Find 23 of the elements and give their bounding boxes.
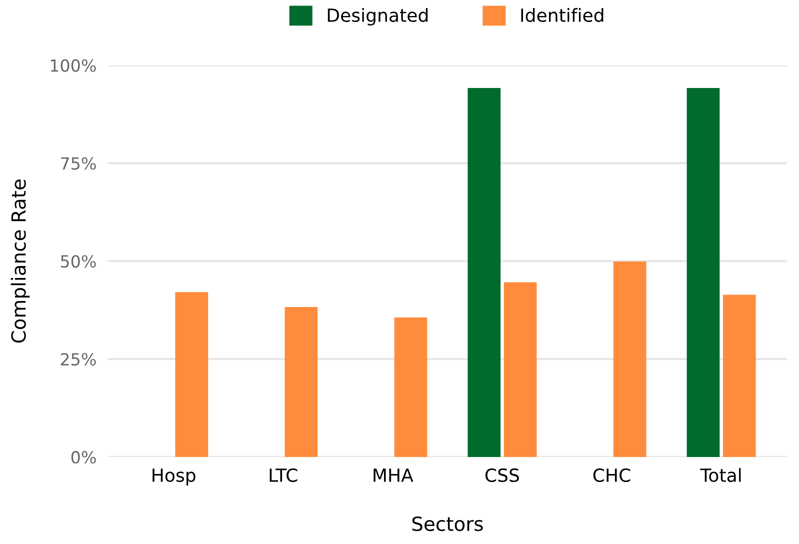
y-tick-label: 0% bbox=[71, 450, 96, 464]
bar bbox=[504, 282, 537, 457]
bar bbox=[613, 262, 646, 457]
y-tick-label: 75% bbox=[61, 157, 96, 170]
bar bbox=[468, 88, 501, 457]
y-tick-label: 100% bbox=[50, 59, 96, 72]
legend-label: Identified bbox=[521, 8, 604, 22]
y-tick-label: 50% bbox=[60, 255, 96, 268]
bar bbox=[394, 318, 428, 457]
bar bbox=[686, 88, 720, 457]
x-tick-label: MHA bbox=[374, 468, 414, 482]
bar bbox=[722, 294, 756, 457]
x-tick-label: LTC bbox=[270, 468, 298, 482]
y-axis-title: Compliance Rate bbox=[10, 180, 30, 343]
bar bbox=[175, 292, 208, 457]
legend-label: Designated bbox=[328, 8, 428, 26]
x-tick-label: Total bbox=[700, 468, 741, 482]
y-tick-label: 25% bbox=[60, 353, 96, 366]
bar bbox=[284, 306, 318, 457]
x-axis-title: Sectors bbox=[412, 516, 483, 532]
x-tick-label: Hosp bbox=[152, 468, 196, 486]
x-tick-label: CSS bbox=[485, 468, 519, 482]
x-tick-label: CHC bbox=[593, 468, 630, 482]
